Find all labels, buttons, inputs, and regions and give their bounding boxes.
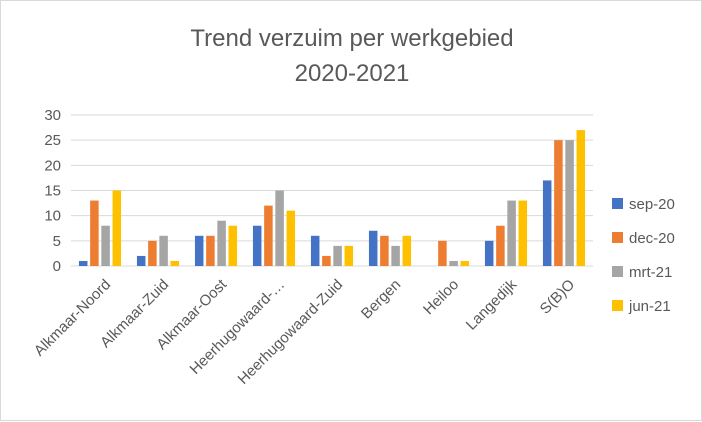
x-tick-label: Langedijk — [463, 276, 521, 334]
bar-sep-20 — [542, 180, 552, 266]
y-tick-label: 30 — [44, 107, 61, 124]
legend-swatch-sep-20 — [612, 198, 623, 209]
bar-jun-21 — [112, 190, 122, 266]
bars — [78, 130, 586, 266]
y-tick-label: 20 — [44, 157, 61, 174]
legend-swatch-mrt-21 — [612, 266, 623, 277]
bar-mrt-21 — [217, 220, 226, 266]
y-tick-label: 25 — [44, 132, 61, 149]
x-axis: Alkmaar-NoordAlkmaar-ZuidAlkmaar-OostHee… — [31, 276, 578, 388]
bar-sep-20 — [136, 255, 146, 266]
bar-mrt-21 — [333, 245, 342, 266]
bar-mrt-21 — [449, 260, 458, 266]
y-axis: 0 5 10 15 20 25 30 — [44, 107, 61, 275]
bar-dec-20 — [264, 205, 273, 266]
bar-sep-20 — [78, 260, 88, 266]
bar-mrt-21 — [391, 245, 400, 266]
bar-mrt-21 — [101, 225, 110, 266]
legend-label: jun-21 — [628, 298, 671, 315]
bar-dec-20 — [438, 240, 447, 266]
bar-jun-21 — [518, 200, 528, 266]
bar-dec-20 — [554, 140, 563, 266]
legend-label: dec-20 — [629, 230, 675, 247]
legend-label: sep-20 — [629, 196, 675, 213]
x-tick-label: Bergen — [358, 276, 404, 322]
bar-jun-21 — [460, 260, 470, 266]
bar-mrt-21 — [275, 190, 284, 266]
y-tick-label: 15 — [44, 183, 61, 200]
bar-sep-20 — [194, 235, 204, 266]
bar-jun-21 — [286, 210, 296, 266]
legend: sep-20 dec-20 mrt-21 jun-21 — [612, 196, 675, 315]
bar-dec-20 — [90, 200, 99, 266]
bar-sep-20 — [252, 225, 262, 266]
y-tick-label: 0 — [53, 258, 61, 275]
bar-dec-20 — [380, 235, 389, 266]
x-tick-label: S(B)O — [537, 276, 578, 317]
bar-jun-21 — [170, 260, 180, 266]
x-tick-label: Heerhugowaard-Zuid — [235, 276, 347, 388]
bar-sep-20 — [310, 235, 320, 266]
bar-dec-20 — [322, 255, 331, 266]
bar-mrt-21 — [565, 140, 574, 266]
bar-jun-21 — [344, 245, 354, 266]
y-tick-label: 5 — [53, 233, 61, 250]
x-tick-label: Alkmaar-Noord — [31, 276, 114, 359]
legend-swatch-dec-20 — [612, 232, 623, 243]
chart-title-line-2: 2020-2021 — [295, 60, 410, 87]
legend-label: mrt-21 — [629, 264, 672, 281]
legend-swatch-jun-21 — [612, 300, 623, 311]
chart-title-line-1: Trend verzuim per werkgebied — [190, 25, 513, 52]
bar-dec-20 — [148, 240, 157, 266]
bar-jun-21 — [402, 235, 412, 266]
bar-jun-21 — [576, 130, 586, 266]
bar-sep-20 — [368, 230, 378, 266]
bar-dec-20 — [496, 225, 505, 266]
bar-mrt-21 — [159, 235, 168, 266]
y-tick-label: 10 — [44, 208, 61, 225]
x-tick-label: Heiloo — [420, 276, 462, 318]
gridlines — [71, 114, 593, 267]
bar-dec-20 — [206, 235, 215, 266]
bar-mrt-21 — [507, 200, 516, 266]
bar-jun-21 — [228, 225, 238, 266]
bar-sep-20 — [484, 240, 494, 266]
